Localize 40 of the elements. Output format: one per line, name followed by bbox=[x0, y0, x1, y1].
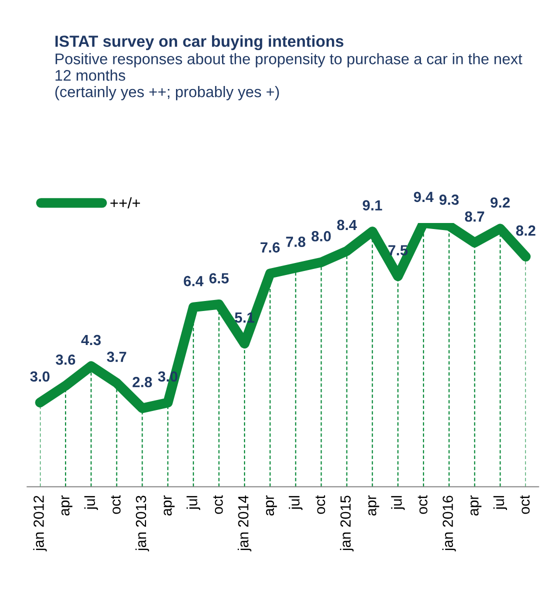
x-tick-label: apr bbox=[61, 495, 72, 516]
data-label: 7.6 bbox=[260, 242, 280, 253]
x-tick-label: apr bbox=[266, 495, 277, 516]
data-label: 4.3 bbox=[81, 334, 101, 346]
chart-subtitle: Positive responses about the propensity to purchase a car in the next 12 months (certainly yes ++; probably yes +) bbox=[55, 53, 522, 100]
x-tick-label: jul bbox=[391, 496, 405, 510]
x-tick-label: jan 2015 bbox=[340, 496, 354, 552]
data-label: 3.6 bbox=[56, 354, 76, 365]
legend-label: ++/+ bbox=[110, 197, 140, 208]
x-tick-label: oct bbox=[111, 495, 121, 514]
x-tick-label: oct bbox=[418, 495, 428, 514]
x-tick-label: jan 2013 bbox=[135, 496, 150, 552]
chart-title: ISTAT survey on car buying intentions bbox=[55, 35, 344, 50]
x-tick-label: oct bbox=[520, 495, 530, 514]
x-tick-label: oct bbox=[213, 495, 223, 514]
data-label: 2.8 bbox=[132, 376, 152, 388]
x-tick-label: jul bbox=[186, 496, 200, 510]
x-tick-label: oct bbox=[316, 495, 326, 514]
data-label: 9.4 bbox=[414, 192, 434, 202]
x-tick-label: jul bbox=[84, 496, 98, 510]
x-tick-label: apr bbox=[470, 495, 482, 516]
data-label: 9.2 bbox=[490, 197, 510, 208]
x-tick-label: jul bbox=[493, 496, 508, 510]
x-tick-label: jul bbox=[288, 496, 302, 510]
data-label: 8.4 bbox=[337, 220, 357, 230]
data-label: 9.1 bbox=[362, 200, 382, 210]
data-label: 6.4 bbox=[184, 276, 204, 286]
data-label: 8.0 bbox=[312, 231, 331, 242]
x-tick-label: jan 2012 bbox=[33, 496, 47, 552]
data-label: 3.0 bbox=[30, 371, 50, 382]
data-label: 9.3 bbox=[439, 194, 459, 205]
data-label: 8.2 bbox=[516, 225, 536, 236]
data-label: 8.7 bbox=[464, 211, 484, 222]
data-label: 7.8 bbox=[286, 236, 306, 247]
x-tick-label: jan 2016 bbox=[442, 496, 456, 552]
x-tick-label: apr bbox=[164, 495, 175, 516]
data-label: 3.7 bbox=[106, 352, 126, 362]
x-tick-label: apr bbox=[368, 495, 380, 516]
data-label: 6.5 bbox=[209, 273, 229, 284]
x-tick-label: jan 2014 bbox=[238, 496, 252, 552]
